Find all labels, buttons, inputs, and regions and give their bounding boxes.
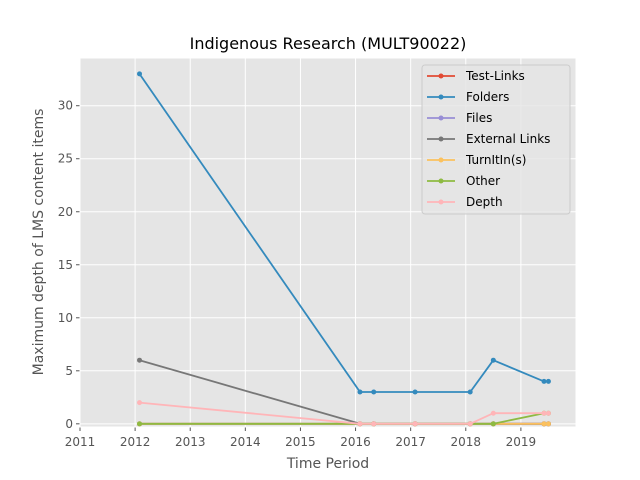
x-tick-label: 2016: [340, 435, 371, 449]
legend-label: TurnItIn(s): [465, 153, 526, 167]
y-axis-ticks: 0 5 10 15 20 25 30: [58, 99, 80, 431]
legend-swatch-marker: [438, 136, 444, 142]
data-point-depth: [467, 421, 473, 427]
data-point-folders: [541, 378, 547, 384]
x-axis-ticks: 2011 2012 2013 2014 2015 2016 2017 2018 2019: [65, 427, 536, 449]
data-point-depth: [490, 410, 496, 416]
y-tick-label: 10: [58, 311, 73, 325]
data-point-depth: [137, 400, 143, 406]
x-tick-label: 2015: [285, 435, 316, 449]
legend-swatch-marker: [438, 157, 444, 163]
data-point-folders: [371, 389, 377, 395]
x-axis-title: Time Period: [286, 456, 369, 472]
data-point-depth: [371, 421, 377, 427]
chart-title: Indigenous Research (MULT90022): [190, 34, 467, 53]
data-point-folders: [467, 389, 473, 395]
legend-item-other: Other: [427, 174, 500, 188]
series-layer: [137, 71, 551, 427]
x-tick-label: 2017: [395, 435, 426, 449]
y-tick-label: 30: [58, 99, 73, 113]
data-point-folders: [545, 378, 551, 384]
data-point-turnitin-s: [541, 421, 547, 427]
data-point-folders: [412, 389, 418, 395]
data-point-depth: [357, 421, 363, 427]
legend-label: Depth: [466, 195, 503, 209]
series-folders: [137, 71, 551, 395]
legend-label: Files: [466, 111, 492, 125]
data-point-depth: [412, 421, 418, 427]
y-axis-title: Maximum depth of LMS content items: [31, 109, 47, 376]
x-tick-label: 2011: [65, 435, 96, 449]
data-point-turnitin-s: [545, 421, 551, 427]
data-point-other: [137, 421, 143, 427]
legend-label: Other: [466, 174, 500, 188]
legend-item-folders: Folders: [427, 90, 509, 104]
series-depth: [137, 400, 551, 427]
data-point-folders: [490, 357, 496, 363]
legend-swatch-marker: [438, 199, 444, 205]
legend-swatch-marker: [438, 115, 444, 121]
x-tick-label: 2013: [175, 435, 206, 449]
x-tick-label: 2019: [506, 435, 537, 449]
plot-frame: [79, 57, 577, 428]
data-point-depth: [541, 410, 547, 416]
y-tick-label: 15: [58, 258, 73, 272]
legend-item-depth: Depth: [427, 195, 503, 209]
legend-swatch-marker: [438, 94, 444, 100]
x-tick-label: 2018: [451, 435, 482, 449]
data-point-external-links: [137, 357, 143, 363]
legend-item-turnitin-s: TurnItIn(s): [427, 153, 526, 167]
y-tick-label: 25: [58, 152, 73, 166]
data-point-folders: [357, 389, 363, 395]
data-point-folders: [137, 71, 143, 77]
legend-label: Test-Links: [465, 69, 525, 83]
legend: Test-Links Folders Files External Links Turn…: [421, 64, 571, 215]
y-tick-label: 5: [65, 364, 73, 378]
legend-item-files: Files: [427, 111, 492, 125]
y-tick-label: 20: [58, 205, 73, 219]
legend-item-external-links: External Links: [427, 132, 550, 146]
data-point-depth: [545, 410, 551, 416]
y-tick-label: 0: [65, 417, 73, 431]
legend-label: External Links: [466, 132, 550, 146]
legend-label: Folders: [466, 90, 509, 104]
x-tick-label: 2014: [230, 435, 261, 449]
data-point-other: [490, 421, 496, 427]
legend-swatch-marker: [438, 178, 444, 184]
legend-swatch-marker: [438, 73, 444, 79]
x-tick-label: 2012: [120, 435, 151, 449]
legend-box: [421, 64, 571, 215]
legend-item-test-links: Test-Links: [427, 69, 525, 83]
